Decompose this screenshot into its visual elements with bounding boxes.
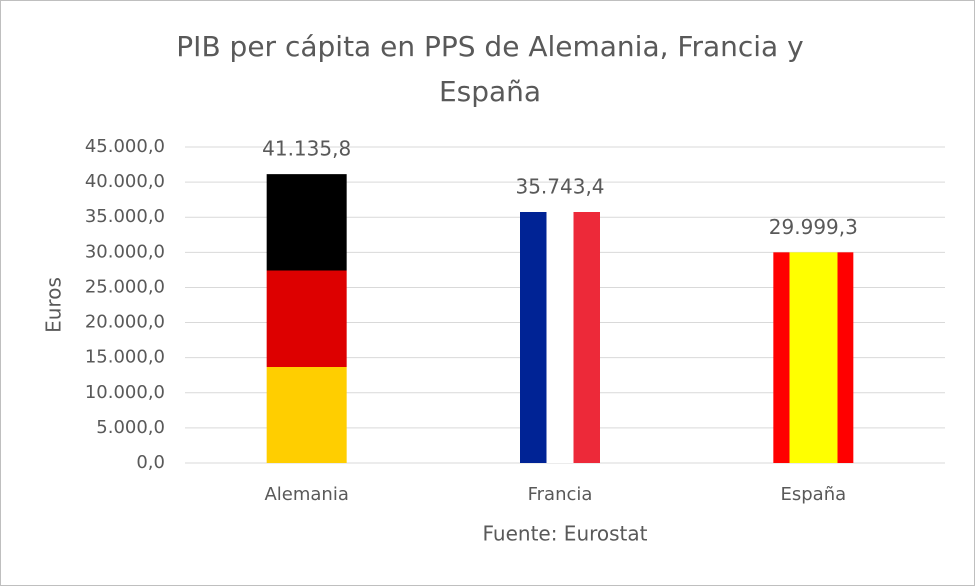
- x-tick-label: Francia: [528, 484, 593, 505]
- y-tick-label: 5.000,0: [96, 417, 165, 438]
- y-tick-label: 45.000,0: [85, 136, 165, 157]
- y-tick-label: 35.000,0: [85, 206, 165, 227]
- y-tick-label: 25.000,0: [85, 276, 165, 297]
- data-label: 41.135,8: [262, 137, 351, 161]
- y-axis-label: Euros: [42, 277, 66, 333]
- x-tick-label: España: [781, 484, 847, 505]
- title-line: PIB per cápita en PPS de Alemania, Franc…: [176, 30, 803, 63]
- y-tick-label: 30.000,0: [85, 241, 165, 262]
- bar: [773, 252, 854, 463]
- bar: [520, 212, 600, 463]
- y-tick-label: 40.000,0: [85, 171, 165, 192]
- chart-title: PIB per cápita en PPS de Alemania, Franc…: [176, 30, 803, 108]
- y-tick-label: 0,0: [136, 452, 165, 473]
- x-tick-label: Alemania: [264, 484, 348, 505]
- y-tick-label: 10.000,0: [85, 382, 165, 403]
- y-tick-label: 15.000,0: [85, 347, 165, 368]
- x-axis-label: Fuente: Eurostat: [483, 522, 648, 546]
- y-tick-label: 20.000,0: [85, 312, 165, 333]
- data-label: 29.999,3: [769, 215, 858, 239]
- bar: [266, 174, 347, 464]
- data-label: 35.743,4: [515, 175, 604, 199]
- title-line: España: [439, 75, 541, 108]
